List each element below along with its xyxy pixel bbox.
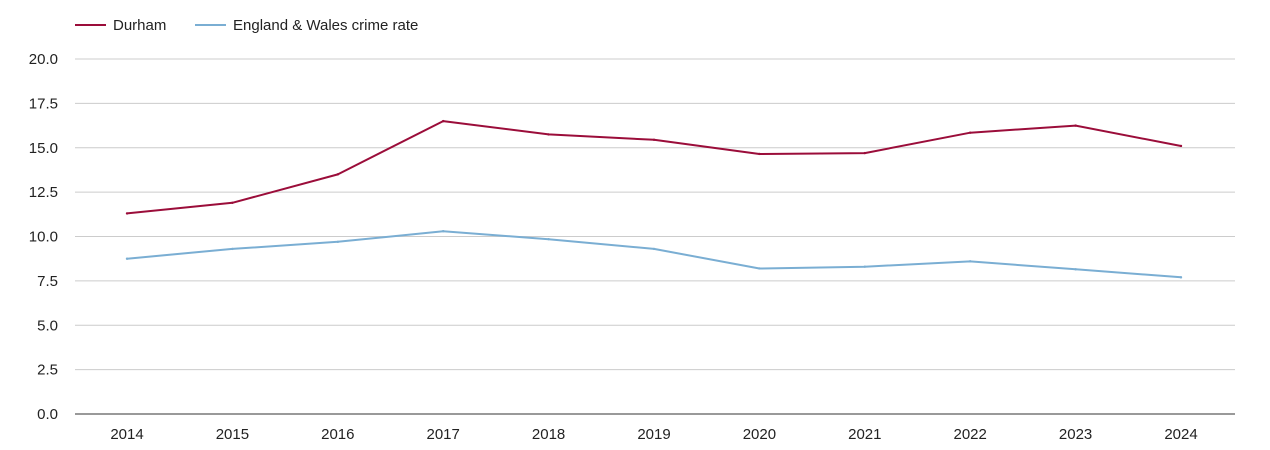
x-tick-label: 2022 (954, 426, 987, 443)
data-point-england-wales-crime-rate (547, 237, 550, 241)
data-point-england-wales-crime-rate (1074, 268, 1077, 271)
data-point-durham (863, 151, 866, 155)
data-point-england-wales-crime-rate (231, 247, 234, 251)
data-point-durham (758, 152, 761, 156)
y-tick-label: 7.5 (37, 273, 58, 290)
y-tick-label: 20.0 (29, 51, 58, 68)
y-tick-label: 10.0 (29, 229, 58, 246)
x-tick-label: 2023 (1059, 426, 1092, 443)
data-point-durham (547, 133, 550, 136)
y-tick-label: 2.5 (37, 362, 58, 379)
data-point-england-wales-crime-rate (863, 265, 866, 268)
data-point-durham (231, 201, 234, 204)
y-tick-label: 17.5 (29, 95, 58, 112)
legend: Durham England & Wales crime rate (75, 17, 418, 34)
y-tick-label: 5.0 (37, 317, 58, 334)
data-point-england-wales-crime-rate (758, 267, 761, 270)
data-point-england-wales-crime-rate (1179, 276, 1183, 279)
data-point-durham (1074, 124, 1077, 127)
x-tick-label: 2017 (427, 426, 460, 443)
x-tick-label: 2018 (532, 426, 565, 443)
gridlines (75, 58, 1235, 371)
series-line-durham (126, 120, 1182, 215)
data-point-durham (442, 119, 445, 123)
x-tick-label: 2019 (637, 426, 670, 443)
x-tick-label: 2021 (848, 426, 881, 443)
y-tick-label: 12.5 (29, 184, 58, 201)
x-axis-ticks: 2014 2015 2016 2017 2018 2019 2020 2021 2022 2023… (110, 426, 1197, 443)
series-group (125, 119, 1183, 279)
x-tick-label: 2024 (1164, 426, 1197, 443)
series-line-england-wales-crime-rate (126, 230, 1182, 279)
data-point-england-wales-crime-rate (442, 229, 445, 233)
x-tick-label: 2015 (216, 426, 249, 443)
data-point-england-wales-crime-rate (969, 260, 972, 263)
y-tick-label: 15.0 (29, 140, 58, 157)
data-point-england-wales-crime-rate (125, 257, 129, 260)
x-tick-label: 2016 (321, 426, 354, 443)
data-point-durham (969, 131, 972, 134)
data-point-durham (336, 173, 339, 176)
data-point-durham (1179, 144, 1183, 148)
legend-item-durham[interactable]: Durham (75, 17, 166, 34)
x-tick-label: 2014 (110, 426, 143, 443)
legend-item-england-wales-crime-rate[interactable]: England & Wales crime rate (195, 17, 418, 34)
data-point-england-wales-crime-rate (652, 247, 656, 251)
y-tick-label: 0.0 (37, 406, 58, 423)
data-point-durham (125, 212, 129, 215)
legend-label: England & Wales crime rate (233, 17, 418, 34)
y-axis-ticks: 0.0 2.5 5.0 7.5 10.0 12.5 15.0 17.5 20.0 (29, 51, 58, 423)
data-point-durham (652, 138, 656, 141)
data-point-england-wales-crime-rate (336, 240, 339, 244)
x-tick-label: 2020 (743, 426, 776, 443)
legend-label: Durham (113, 17, 166, 34)
